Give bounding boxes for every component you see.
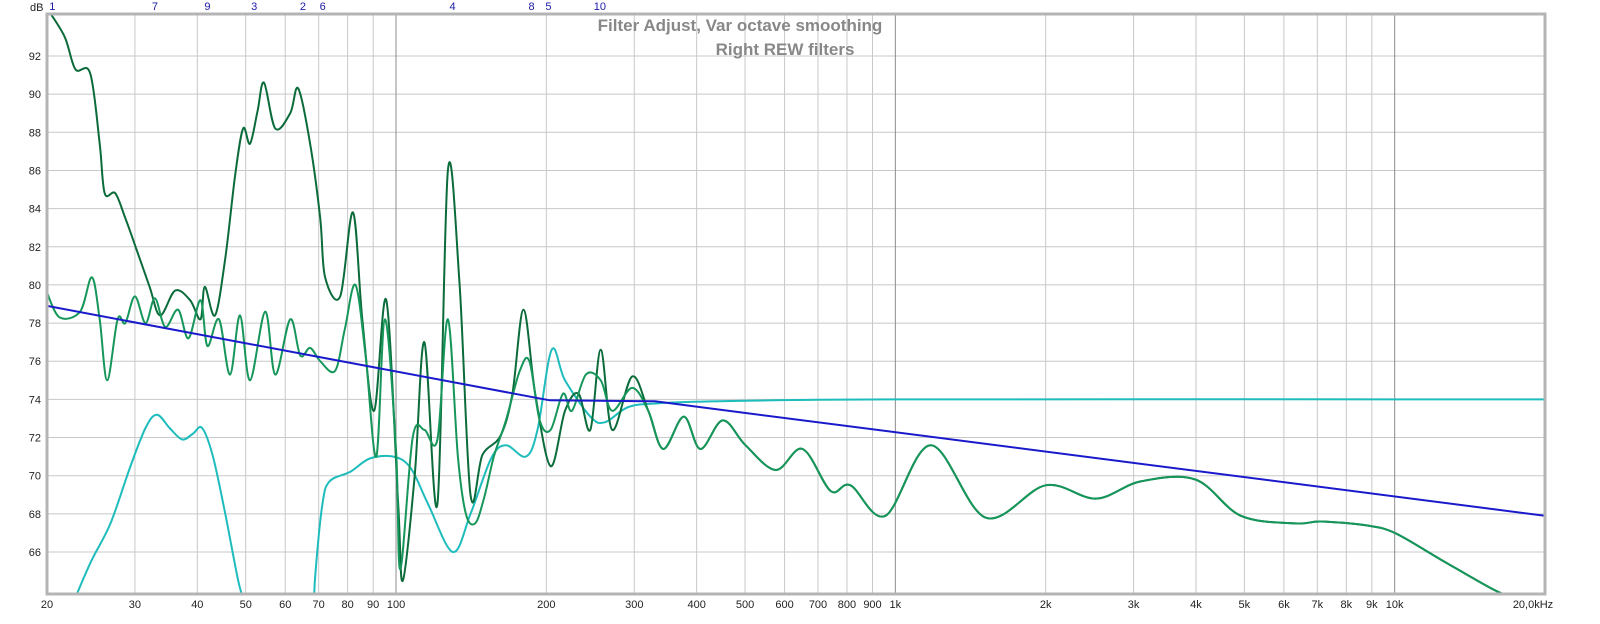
y-tick-label: 84	[29, 204, 41, 216]
x-tick-label: 30	[129, 599, 141, 611]
filter-marker-9: 9	[204, 1, 210, 13]
y-tick-label: 70	[29, 471, 41, 483]
series-layer	[47, 14, 1545, 594]
x-tick-label: 8k	[1340, 599, 1352, 611]
filter-marker-6: 6	[320, 1, 326, 13]
series-line-target	[47, 304, 1545, 517]
y-tick-label: 76	[29, 356, 41, 368]
y-tick-label: 72	[29, 433, 41, 445]
x-tick-label: 10k	[1386, 599, 1404, 611]
x-tick-label: 6k	[1278, 599, 1290, 611]
filter-marker-8: 8	[528, 1, 534, 13]
filter-marker-7: 7	[152, 1, 158, 13]
x-tick-label: 200	[537, 599, 555, 611]
filter-marker-2: 2	[300, 1, 306, 13]
y-tick-label: 82	[29, 242, 41, 254]
plot-frame	[45, 12, 1547, 596]
x-tick-label: 400	[687, 599, 705, 611]
filter-marker-3: 3	[251, 1, 257, 13]
x-tick-label: 7k	[1312, 599, 1324, 611]
y-tick-label: 66	[29, 547, 41, 559]
filter-marker-1: 1	[49, 1, 55, 13]
x-tick-label: 800	[838, 599, 856, 611]
y-tick-label: 68	[29, 509, 41, 521]
y-tick-label: 86	[29, 165, 41, 177]
y-tick-label: 80	[29, 280, 41, 292]
x-tick-label: 900	[863, 599, 881, 611]
x-tick-label: 50	[240, 599, 252, 611]
x-tick-label: 600	[775, 599, 793, 611]
x-tick-label: 2k	[1040, 599, 1052, 611]
y-tick-label: 90	[29, 89, 41, 101]
y-tick-label: 78	[29, 318, 41, 330]
filter-marker-4: 4	[450, 1, 456, 13]
y-axis-unit: dB	[30, 2, 43, 14]
series-line-filter-response-low	[75, 413, 243, 594]
series-line-filter-response	[313, 347, 1545, 594]
x-tick-label: 500	[736, 599, 754, 611]
y-axis-ticks: 66 68 70 72 74 76 78 80 82 84 86 88 90 92	[29, 51, 41, 559]
x-tick-label: 100	[387, 599, 405, 611]
x-tick-label: 1k	[890, 599, 902, 611]
y-tick-label: 88	[29, 127, 41, 139]
x-tick-label: 300	[625, 599, 643, 611]
x-tick-label: 60	[279, 599, 291, 611]
x-tick-label: 80	[342, 599, 354, 611]
x-tick-label: 90	[367, 599, 379, 611]
x-tick-label: 5k	[1239, 599, 1251, 611]
x-tick-label: 20,0kHz	[1513, 599, 1553, 611]
filter-markers: 1 7 9 3 2 6 4 8 5 10	[49, 1, 606, 13]
x-axis-ticks: 20 30 40 50 60 70 80 90 100 200 300 400 500 600 700 800…	[41, 599, 1553, 611]
x-tick-label: 700	[809, 599, 827, 611]
x-tick-label: 9k	[1366, 599, 1378, 611]
x-tick-label: 4k	[1190, 599, 1202, 611]
filter-marker-10: 10	[594, 1, 606, 13]
x-tick-label: 3k	[1128, 599, 1140, 611]
y-tick-label: 74	[29, 394, 41, 406]
x-tick-label: 40	[191, 599, 203, 611]
series-line-filtered	[47, 276, 1506, 594]
y-tick-label: 92	[29, 51, 41, 63]
chart-title: Filter Adjust, Var octave smoothing	[598, 16, 883, 35]
x-tick-label: 70	[313, 599, 325, 611]
x-tick-label: 20	[41, 599, 53, 611]
chart-subtitle: Right REW filters	[716, 40, 855, 59]
filter-marker-5: 5	[545, 1, 551, 13]
grid	[46, 14, 1546, 594]
series-line-measured	[49, 14, 1506, 594]
